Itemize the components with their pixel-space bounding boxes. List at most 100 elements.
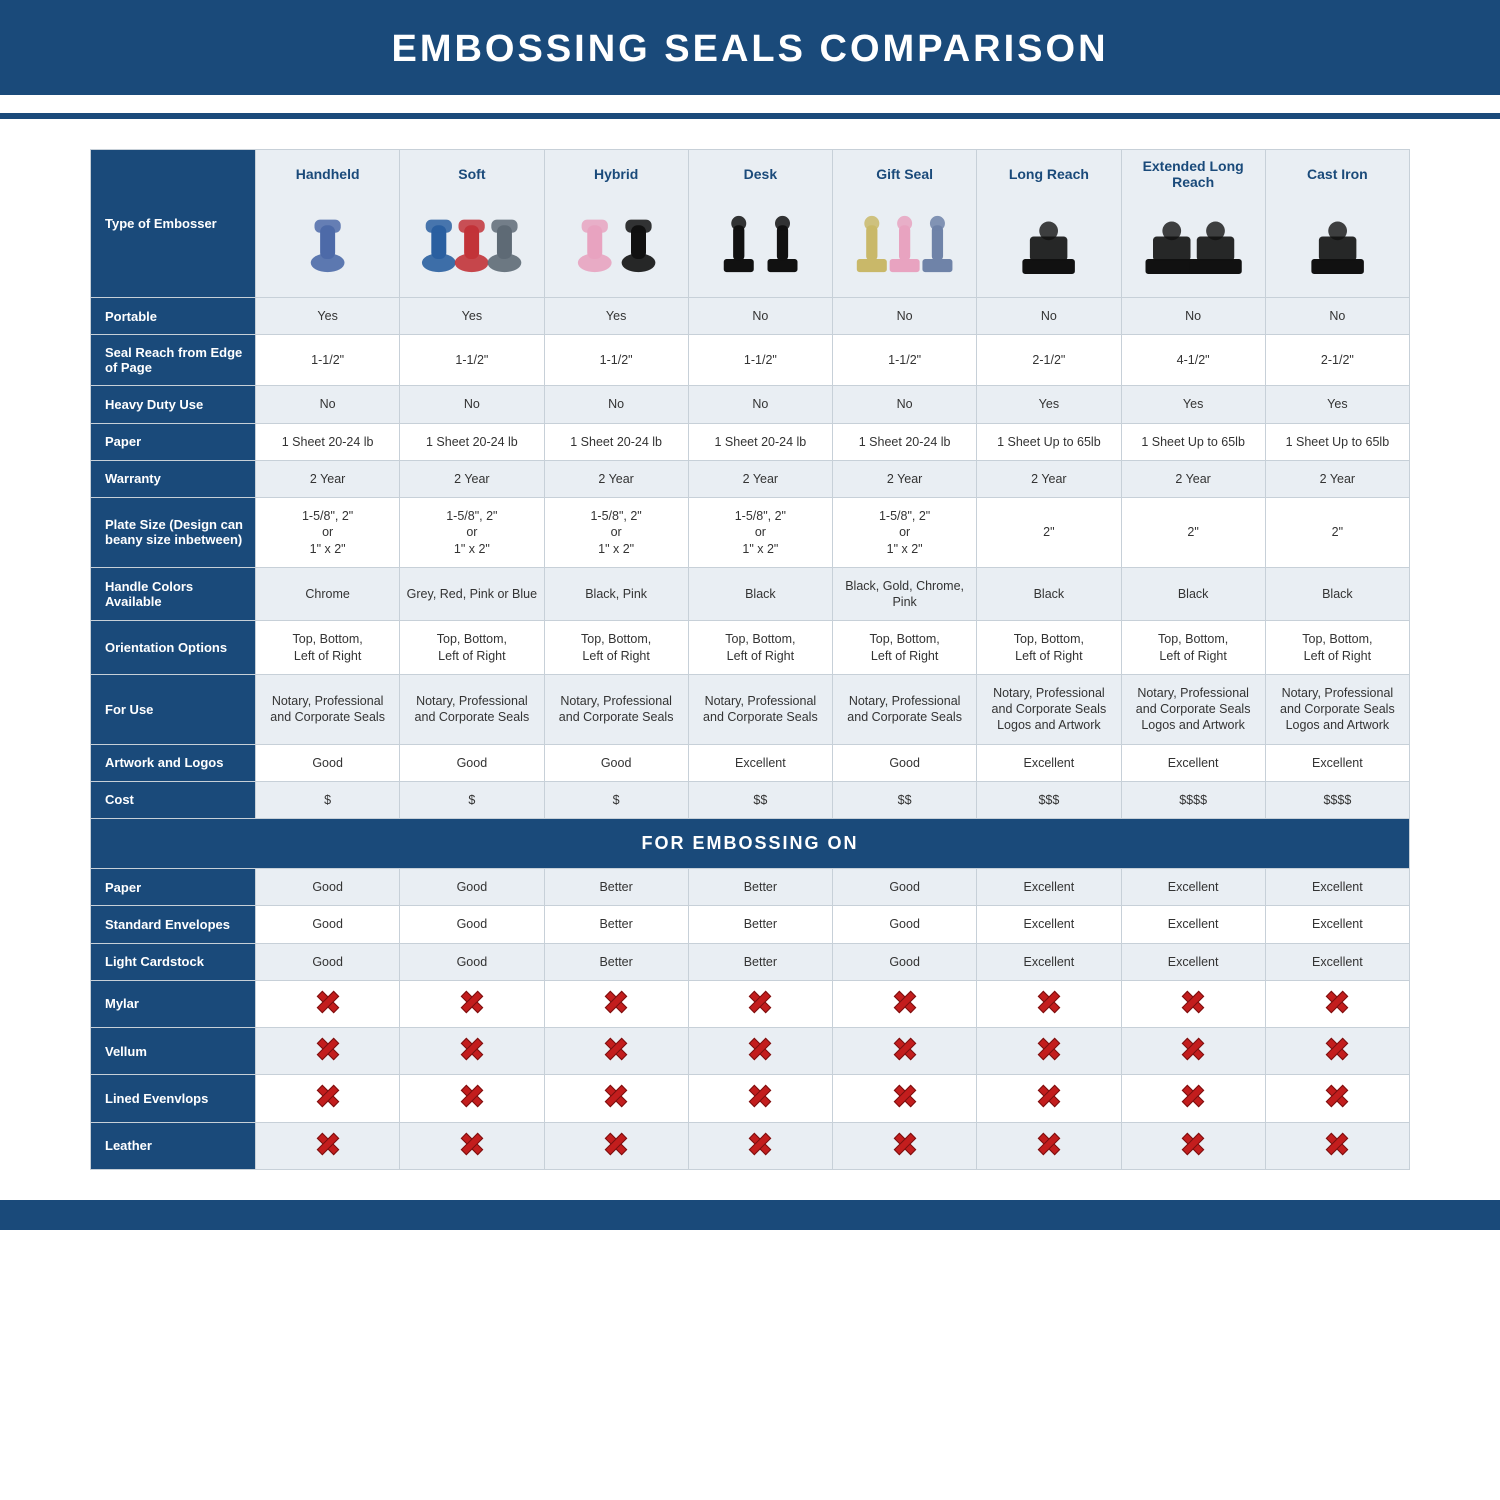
table-cell: 2 Year (1265, 460, 1409, 497)
table-cell: No (1265, 298, 1409, 335)
table-cell (400, 1122, 544, 1169)
table-cell: $ (544, 781, 688, 818)
table-cell: No (833, 386, 977, 423)
table-cell: Good (256, 744, 400, 781)
x-icon (1038, 1038, 1060, 1060)
table-cell: Good (256, 906, 400, 943)
row-label: Artwork and Logos (91, 744, 256, 781)
table-cell: $$$ (977, 781, 1121, 818)
table-cell: Better (544, 869, 688, 906)
column-product-icon (977, 194, 1121, 298)
row-label: Plate Size (Design can beany size inbetw… (91, 498, 256, 568)
x-icon (894, 991, 916, 1013)
comparison-table: Type of Embosser HandheldSoftHybridDeskG… (90, 149, 1410, 1170)
row-label: Standard Envelopes (91, 906, 256, 943)
table-cell: 1 Sheet Up to 65lb (1265, 423, 1409, 460)
x-icon (461, 1085, 483, 1107)
table-cell (977, 1028, 1121, 1075)
x-icon (749, 1038, 771, 1060)
table-cell (1121, 1075, 1265, 1122)
column-header: Desk (688, 150, 832, 195)
x-icon (894, 1133, 916, 1155)
table-cell: 1 Sheet Up to 65lb (1121, 423, 1265, 460)
table-cell (833, 1075, 977, 1122)
table-row: Leather (91, 1122, 1410, 1169)
x-icon (605, 1085, 627, 1107)
table-cell (833, 980, 977, 1027)
table-cell: Excellent (688, 744, 832, 781)
table-cell: No (400, 386, 544, 423)
table-cell: Black (1121, 567, 1265, 621)
table-cell (833, 1028, 977, 1075)
table-cell: $$$$ (1265, 781, 1409, 818)
table-cell: 1-1/2" (256, 335, 400, 386)
table-cell (688, 1075, 832, 1122)
table-cell: Yes (256, 298, 400, 335)
row-label: For Use (91, 674, 256, 744)
table-cell: Black, Pink (544, 567, 688, 621)
table-cell: Good (400, 906, 544, 943)
table-cell: Better (544, 943, 688, 980)
table-cell: Top, Bottom,Left of Right (833, 621, 977, 675)
table-cell: Top, Bottom,Left of Right (400, 621, 544, 675)
x-icon (894, 1085, 916, 1107)
column-header: Gift Seal (833, 150, 977, 195)
column-header: Cast Iron (1265, 150, 1409, 195)
table-cell: Top, Bottom,Left of Right (688, 621, 832, 675)
table-cell: Excellent (977, 744, 1121, 781)
table-cell (400, 1028, 544, 1075)
x-icon (749, 1085, 771, 1107)
table-cell: Notary, Professional and Corporate Seals (544, 674, 688, 744)
table-cell: No (256, 386, 400, 423)
table-cell: 1-5/8", 2"or1" x 2" (544, 498, 688, 568)
table-cell: Good (400, 869, 544, 906)
table-cell: 1-1/2" (544, 335, 688, 386)
column-header: Extended Long Reach (1121, 150, 1265, 195)
table-row: Mylar (91, 980, 1410, 1027)
table-cell: 1 Sheet 20-24 lb (256, 423, 400, 460)
table-cell: Yes (1121, 386, 1265, 423)
table-cell (256, 1122, 400, 1169)
table-cell: Notary, Professional and Corporate Seals… (1265, 674, 1409, 744)
x-icon (894, 1038, 916, 1060)
table-cell: 1 Sheet 20-24 lb (833, 423, 977, 460)
table-cell: $$ (833, 781, 977, 818)
table-cell: Black, Gold, Chrome, Pink (833, 567, 977, 621)
table-cell: 2 Year (256, 460, 400, 497)
table-row: Vellum (91, 1028, 1410, 1075)
column-product-icon (1265, 194, 1409, 298)
x-icon (1326, 1085, 1348, 1107)
header-row-label: Type of Embosser (91, 150, 256, 298)
table-row: Heavy Duty UseNoNoNoNoNoYesYesYes (91, 386, 1410, 423)
x-icon (749, 1133, 771, 1155)
column-product-icon (833, 194, 977, 298)
table-cell (688, 1122, 832, 1169)
table-cell: 2 Year (544, 460, 688, 497)
row-label: Vellum (91, 1028, 256, 1075)
table-cell: No (688, 298, 832, 335)
table-cell (1265, 1028, 1409, 1075)
table-cell (977, 980, 1121, 1027)
column-product-icon (400, 194, 544, 298)
table-cell: 2" (1265, 498, 1409, 568)
column-header: Handheld (256, 150, 400, 195)
table-head: Type of Embosser HandheldSoftHybridDeskG… (91, 150, 1410, 298)
x-icon (605, 1133, 627, 1155)
x-icon (1038, 991, 1060, 1013)
row-label: Paper (91, 423, 256, 460)
table-cell: Excellent (977, 943, 1121, 980)
table-row: Handle Colors AvailableChromeGrey, Red, … (91, 567, 1410, 621)
table-cell: Black (977, 567, 1121, 621)
table-cell: No (544, 386, 688, 423)
table-cell: Excellent (1265, 943, 1409, 980)
table-cell: Top, Bottom,Left of Right (1121, 621, 1265, 675)
column-header: Hybrid (544, 150, 688, 195)
table-cell (256, 1075, 400, 1122)
table-cell: Good (544, 744, 688, 781)
table-cell: Notary, Professional and Corporate Seals… (1121, 674, 1265, 744)
table-cell: 1 Sheet 20-24 lb (400, 423, 544, 460)
table-cell: No (688, 386, 832, 423)
table-row: Light CardstockGoodGoodBetterBetterGoodE… (91, 943, 1410, 980)
section-heading-body: FOR EMBOSSING ON (91, 819, 1410, 869)
row-label: Orientation Options (91, 621, 256, 675)
